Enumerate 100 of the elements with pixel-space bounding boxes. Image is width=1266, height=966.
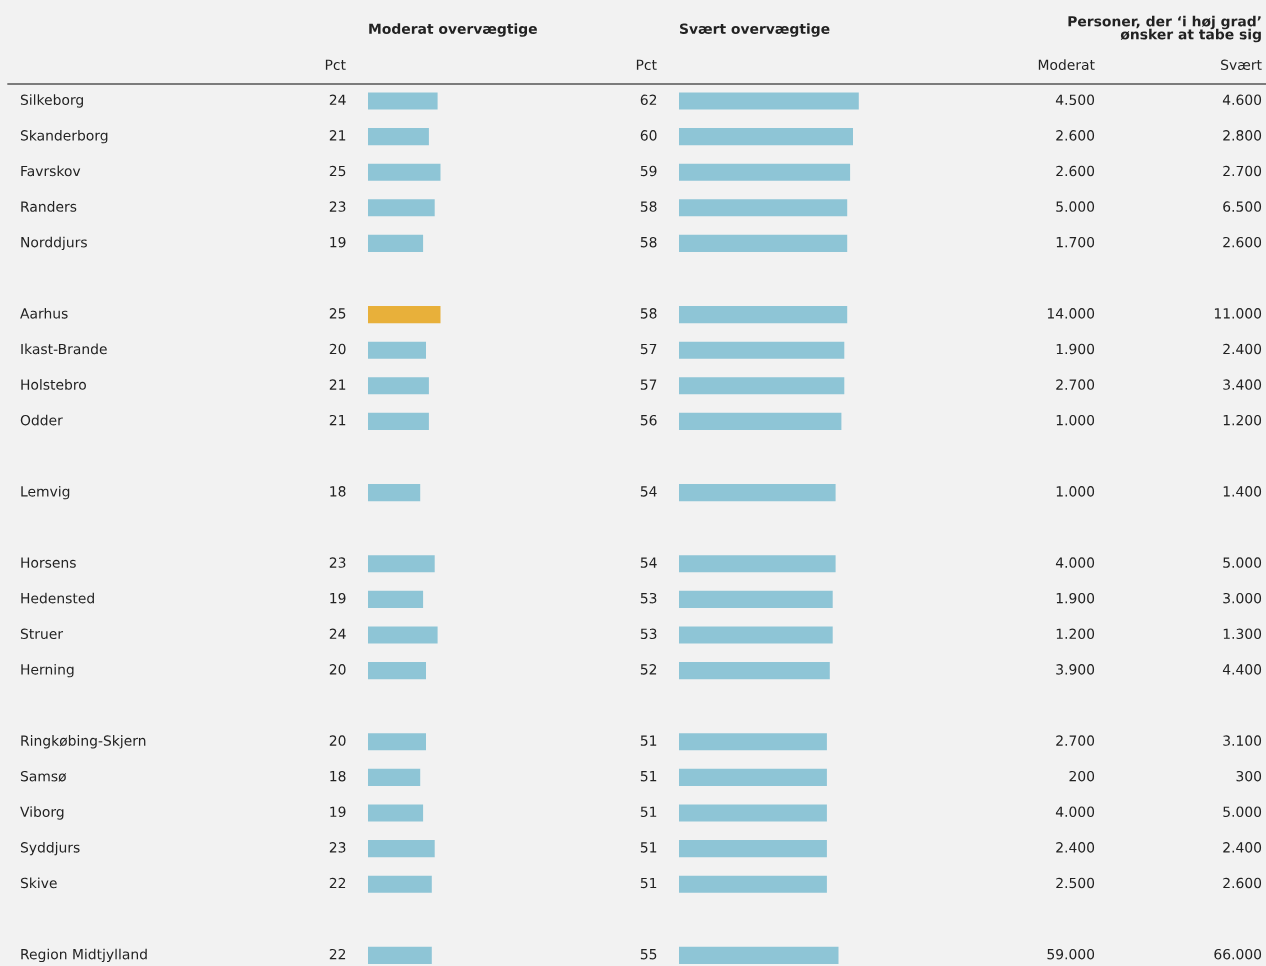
- data-label: 58: [640, 201, 657, 212]
- text: 2.600: [1223, 236, 1262, 248]
- y-tick-label: Silkeborg: [20, 94, 83, 108]
- text: 2.800: [1223, 130, 1262, 141]
- y-tick-label: Norddjurs: [21, 236, 87, 251]
- chart-title: Svært overvægtige: [680, 23, 830, 37]
- data-label: 22: [329, 877, 346, 889]
- y-tick-label: Randers: [21, 201, 77, 212]
- data-label: 53: [640, 592, 657, 604]
- bar: [368, 946, 432, 964]
- data-label: 51: [640, 877, 657, 889]
- data-label: 55: [640, 949, 657, 960]
- text: 200: [1069, 770, 1095, 782]
- data-label: 24: [329, 628, 346, 639]
- data-label: 18: [330, 770, 346, 782]
- text: 5.000: [1223, 557, 1262, 568]
- bar: [368, 484, 421, 502]
- data-label: 62: [640, 94, 657, 106]
- bar: [368, 306, 441, 324]
- category-label: Moderat: [1038, 59, 1095, 71]
- bar: [368, 128, 429, 146]
- bar: [368, 92, 438, 110]
- bar: [368, 875, 432, 893]
- text: 4.400: [1222, 664, 1262, 675]
- y-tick-label: Odder: [20, 414, 63, 426]
- data-label: 18: [330, 486, 346, 497]
- text: 2.500: [1056, 877, 1095, 889]
- data-label: 52: [640, 664, 657, 675]
- text: 59.000: [1047, 948, 1095, 960]
- text: 3.100: [1223, 735, 1262, 746]
- data-label: 25: [329, 165, 346, 177]
- y-tick-label: Herning: [21, 663, 74, 678]
- bar: [368, 341, 426, 359]
- data-label: 23: [329, 201, 346, 212]
- data-label: 21: [329, 379, 346, 390]
- text: 2.600: [1056, 165, 1095, 177]
- data-label: 21: [329, 130, 346, 141]
- bar: [368, 840, 435, 858]
- data-label: 20: [329, 343, 346, 355]
- y-tick-label: Horsens: [21, 557, 76, 568]
- data-label: 58: [640, 308, 657, 319]
- bar: [368, 412, 429, 430]
- x-axis-title: Pct: [636, 59, 657, 71]
- text: 1.000: [1056, 414, 1095, 426]
- y-tick-label: Syddjurs: [20, 841, 80, 856]
- bar: [368, 626, 438, 644]
- text: 66.000: [1214, 948, 1262, 960]
- text: 1.000: [1056, 486, 1095, 497]
- text: 4.600: [1222, 94, 1262, 106]
- data-label: 54: [640, 557, 657, 568]
- data-label: 21: [329, 414, 346, 426]
- data-label: 23: [329, 842, 346, 853]
- text: 2.600: [1056, 130, 1095, 141]
- data-label: 19: [330, 806, 346, 818]
- text: 3.000: [1223, 592, 1262, 604]
- bar: [368, 804, 424, 822]
- data-label: 58: [640, 236, 657, 248]
- data-label: 20: [329, 735, 346, 746]
- data-label: 51: [640, 806, 657, 818]
- text: 4.000: [1055, 557, 1095, 568]
- text: 14.000: [1047, 308, 1095, 319]
- text: 1.300: [1223, 628, 1262, 640]
- y-tick-label: Lemvig: [21, 485, 70, 500]
- text: 1.200: [1056, 628, 1095, 640]
- text: 300: [1236, 770, 1262, 782]
- text: 2.400: [1056, 842, 1095, 853]
- data-label: 23: [329, 557, 346, 568]
- text: 2.400: [1223, 842, 1262, 853]
- data-label: 59: [640, 165, 657, 177]
- text: 6.500: [1223, 201, 1262, 212]
- y-tick-label: Ringkøbing-Skjern: [21, 735, 146, 749]
- bar: [368, 733, 426, 751]
- y-tick-label: Samsø: [20, 770, 67, 782]
- data-label: 53: [640, 628, 657, 640]
- data-label: 57: [640, 379, 657, 390]
- data-label: 19: [330, 236, 346, 248]
- x-axis-title: Pct: [325, 59, 346, 71]
- data-label: 25: [329, 308, 346, 319]
- bar: [368, 234, 424, 252]
- text: 2.400: [1223, 343, 1262, 355]
- text: 4.000: [1055, 806, 1095, 818]
- data-label: 22: [329, 948, 346, 960]
- text: 5.000: [1223, 806, 1262, 818]
- data-label: 24: [329, 94, 346, 105]
- y-tick-label: Favrskov: [21, 165, 81, 177]
- text: 3.900: [1056, 664, 1095, 675]
- y-tick-label: Hedensted: [21, 592, 94, 604]
- y-tick-label: Struer: [20, 628, 64, 640]
- data-label: 54: [640, 486, 657, 497]
- y-tick-label: Region Midtjylland: [21, 948, 147, 963]
- bar: [368, 555, 435, 573]
- y-tick-label: Viborg: [20, 806, 64, 820]
- data-label: 51: [640, 735, 657, 746]
- y-tick-label: Skive: [20, 877, 57, 889]
- text: Personer, der ‘i høj grad’ ønsker at tabe sig: [1068, 15, 1261, 43]
- y-tick-label: Ikast-Brande: [21, 343, 107, 355]
- data-label: 56: [640, 414, 657, 426]
- text: 1.400: [1223, 486, 1262, 497]
- data-label: 51: [640, 842, 657, 853]
- chart-title: Moderat overvægtige: [369, 23, 537, 37]
